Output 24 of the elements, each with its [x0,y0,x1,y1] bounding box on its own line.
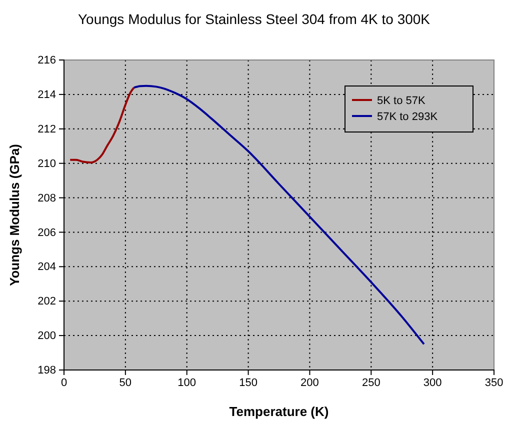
legend-label: 5K to 57K [377,95,426,107]
y-tick-label: 204 [38,261,56,274]
chart-title: Youngs Modulus for Stainless Steel 304 from 4K to 300K [78,11,431,27]
x-tick-label: 200 [300,376,319,389]
y-tick-label: 202 [38,296,56,308]
x-tick-label: 150 [239,376,258,389]
x-tick-label: 100 [178,376,196,389]
y-tick-label: 206 [38,226,56,239]
y-tick-label: 216 [38,54,56,67]
y-tick-label: 198 [38,364,56,377]
x-tick-label: 250 [362,376,380,389]
y-tick-label: 214 [38,88,56,101]
legend-label: 57K to 293K [377,111,438,123]
x-axis-title: Temperature (K) [229,404,329,419]
line-series [69,86,136,164]
x-tick-label: 50 [119,376,132,389]
y-tick-label: 200 [38,330,56,342]
y-tick-label: 212 [38,123,56,136]
x-tick-label: 350 [484,376,504,389]
y-tick-label: 210 [38,158,56,170]
x-tick-label: 300 [423,376,442,389]
y-tick-label: 208 [38,192,56,204]
x-tick-label: 0 [60,376,68,389]
y-axis-title: Youngs Modulus (GPa) [7,144,22,286]
